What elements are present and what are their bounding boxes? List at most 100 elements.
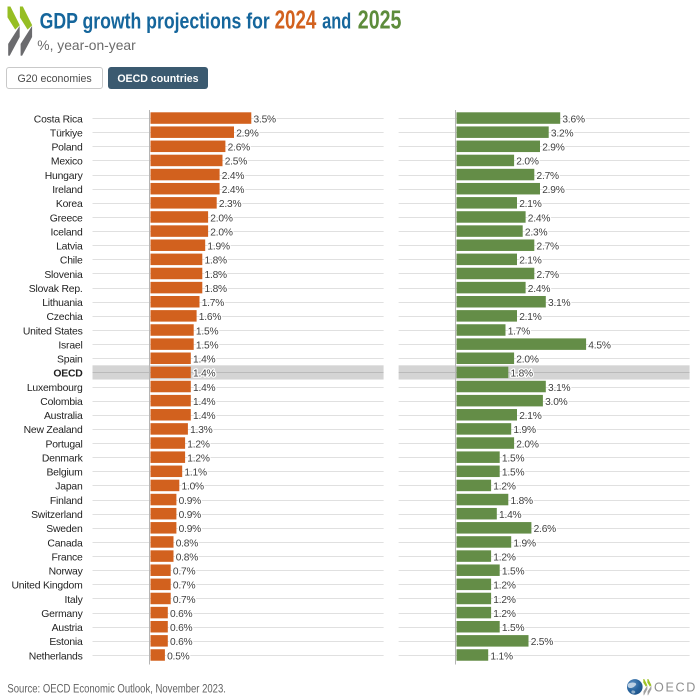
svg-text:1.2%: 1.2% xyxy=(187,439,210,450)
svg-text:OECD: OECD xyxy=(53,369,83,380)
svg-text:1.5%: 1.5% xyxy=(502,468,525,479)
svg-text:0.7%: 0.7% xyxy=(173,567,196,578)
svg-text:Luxembourg: Luxembourg xyxy=(27,383,83,394)
svg-text:0.9%: 0.9% xyxy=(179,510,202,521)
svg-text:1.9%: 1.9% xyxy=(207,242,230,253)
svg-text:2.6%: 2.6% xyxy=(228,143,251,154)
svg-text:Australia: Australia xyxy=(44,411,83,422)
svg-text:1.9%: 1.9% xyxy=(513,425,536,436)
svg-text:2.4%: 2.4% xyxy=(222,185,245,196)
svg-text:1.1%: 1.1% xyxy=(490,651,513,662)
svg-text:Costa Rica: Costa Rica xyxy=(34,114,83,125)
svg-text:1.8%: 1.8% xyxy=(511,496,534,507)
svg-text:Finland: Finland xyxy=(50,496,83,507)
svg-text:1.5%: 1.5% xyxy=(196,340,219,351)
svg-text:3.1%: 3.1% xyxy=(548,383,571,394)
svg-text:1.2%: 1.2% xyxy=(493,552,516,563)
svg-text:2.1%: 2.1% xyxy=(519,199,542,210)
svg-text:1.3%: 1.3% xyxy=(190,425,213,436)
svg-text:Israel: Israel xyxy=(58,340,82,351)
svg-text:Italy: Italy xyxy=(65,595,84,606)
svg-text:1.5%: 1.5% xyxy=(502,453,525,464)
svg-text:United Kingdom: United Kingdom xyxy=(11,581,82,592)
svg-text:1.2%: 1.2% xyxy=(493,595,516,606)
svg-text:2.4%: 2.4% xyxy=(528,284,551,295)
svg-text:3.0%: 3.0% xyxy=(545,397,568,408)
svg-text:3.5%: 3.5% xyxy=(254,114,277,125)
svg-text:1.2%: 1.2% xyxy=(493,581,516,592)
svg-text:0.9%: 0.9% xyxy=(179,524,202,535)
svg-text:1.4%: 1.4% xyxy=(193,355,216,366)
svg-text:1.2%: 1.2% xyxy=(187,453,210,464)
svg-text:Sweden: Sweden xyxy=(46,524,83,535)
svg-text:Chile: Chile xyxy=(60,256,83,267)
svg-text:2024: 2024 xyxy=(275,5,317,35)
svg-text:0.6%: 0.6% xyxy=(170,623,193,634)
svg-text:2.7%: 2.7% xyxy=(537,242,560,253)
svg-text:Colombia: Colombia xyxy=(40,397,83,408)
svg-text:4.5%: 4.5% xyxy=(588,340,611,351)
svg-text:Spain: Spain xyxy=(57,355,83,366)
svg-text:Canada: Canada xyxy=(47,538,83,549)
svg-text:0.6%: 0.6% xyxy=(170,637,193,648)
svg-text:New Zealand: New Zealand xyxy=(24,425,83,436)
svg-text:Netherlands: Netherlands xyxy=(29,651,83,662)
svg-text:2.9%: 2.9% xyxy=(542,143,565,154)
svg-text:1.1%: 1.1% xyxy=(184,468,207,479)
svg-text:1.7%: 1.7% xyxy=(508,326,531,337)
svg-text:2.7%: 2.7% xyxy=(537,171,560,182)
svg-text:United States: United States xyxy=(23,326,83,337)
svg-text:3.6%: 3.6% xyxy=(562,114,585,125)
svg-text:GDP growth projections for: GDP growth projections for xyxy=(40,9,270,34)
svg-text:Hungary: Hungary xyxy=(45,171,84,182)
svg-text:Slovak Rep.: Slovak Rep. xyxy=(29,284,83,295)
svg-text:OECD: OECD xyxy=(654,680,696,694)
svg-text:2.3%: 2.3% xyxy=(525,227,548,238)
svg-text:1.8%: 1.8% xyxy=(205,284,228,295)
svg-text:Greece: Greece xyxy=(50,213,83,224)
svg-text:1.5%: 1.5% xyxy=(502,623,525,634)
svg-text:Japan: Japan xyxy=(55,482,83,493)
svg-text:2.5%: 2.5% xyxy=(225,157,248,168)
svg-text:1.5%: 1.5% xyxy=(196,326,219,337)
svg-text:1.4%: 1.4% xyxy=(193,383,216,394)
svg-text:1.4%: 1.4% xyxy=(193,369,216,380)
svg-text:2.7%: 2.7% xyxy=(537,270,560,281)
svg-text:Ireland: Ireland xyxy=(52,185,83,196)
svg-text:0.8%: 0.8% xyxy=(176,552,199,563)
svg-text:1.2%: 1.2% xyxy=(493,609,516,620)
svg-text:3.1%: 3.1% xyxy=(548,298,571,309)
svg-text:1.7%: 1.7% xyxy=(202,298,225,309)
svg-text:1.5%: 1.5% xyxy=(502,567,525,578)
svg-text:Slovenia: Slovenia xyxy=(44,270,83,281)
svg-text:2.5%: 2.5% xyxy=(531,637,554,648)
svg-text:Germany: Germany xyxy=(41,609,83,620)
svg-text:Norway: Norway xyxy=(49,567,84,578)
svg-text:France: France xyxy=(51,552,83,563)
svg-text:2.1%: 2.1% xyxy=(519,312,542,323)
svg-text:Denmark: Denmark xyxy=(42,453,84,464)
svg-text:2025: 2025 xyxy=(358,5,402,35)
svg-text:1.6%: 1.6% xyxy=(199,312,222,323)
svg-text:Switzerland: Switzerland xyxy=(31,510,83,521)
svg-text:0.5%: 0.5% xyxy=(167,651,190,662)
svg-text:Czechia: Czechia xyxy=(46,312,83,323)
svg-text:2.1%: 2.1% xyxy=(519,256,542,267)
svg-text:Austria: Austria xyxy=(52,623,83,634)
svg-text:0.6%: 0.6% xyxy=(170,609,193,620)
svg-text:1.2%: 1.2% xyxy=(493,482,516,493)
svg-text:%, year-on-year: %, year-on-year xyxy=(37,38,136,53)
svg-text:2.3%: 2.3% xyxy=(219,199,242,210)
svg-text:Mexico: Mexico xyxy=(51,157,83,168)
svg-text:1.0%: 1.0% xyxy=(182,482,205,493)
svg-text:Türkiye: Türkiye xyxy=(50,128,83,139)
svg-text:3.2%: 3.2% xyxy=(551,128,574,139)
svg-text:2.6%: 2.6% xyxy=(534,524,557,535)
svg-text:Estonia: Estonia xyxy=(49,637,83,648)
svg-text:1.4%: 1.4% xyxy=(193,397,216,408)
svg-text:2.0%: 2.0% xyxy=(210,227,233,238)
svg-text:2.0%: 2.0% xyxy=(516,439,539,450)
svg-text:1.4%: 1.4% xyxy=(499,510,522,521)
svg-text:1.8%: 1.8% xyxy=(511,369,534,380)
svg-text:Belgium: Belgium xyxy=(46,468,82,479)
